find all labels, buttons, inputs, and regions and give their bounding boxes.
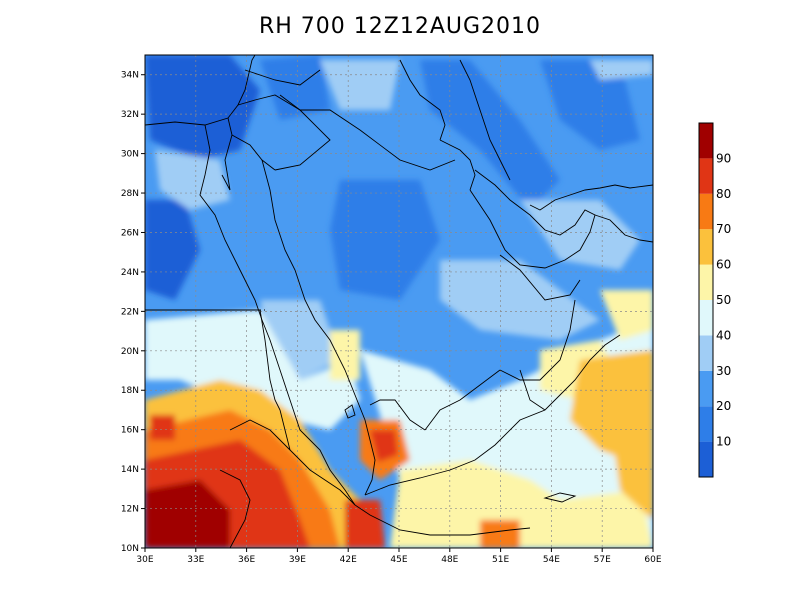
colorbar-swatch <box>699 335 713 371</box>
colorbar-swatch <box>699 406 713 442</box>
lat-tick-label: 14N <box>121 465 139 475</box>
lat-tick-label: 32N <box>121 110 139 120</box>
colorbar-label: 70 <box>716 222 731 236</box>
lat-tick-label: 22N <box>121 307 139 317</box>
lat-tick-label: 30N <box>121 150 139 160</box>
lat-tick-label: 28N <box>121 189 139 199</box>
colorbar-swatch <box>699 123 713 159</box>
lon-tick-label: 36E <box>238 555 255 565</box>
colorbar-swatch <box>699 193 713 230</box>
longitude-axis: 30E 33E 36E 39E 42E 45E 48E 51E 54E 57E 60E <box>136 548 662 565</box>
lat-tick-label: 26N <box>121 228 139 238</box>
colorbar-swatch <box>699 264 713 300</box>
lon-tick-label: 48E <box>441 555 458 565</box>
lat-tick-label: 24N <box>121 268 139 278</box>
colorbar: 10 20 30 40 50 60 70 80 90 <box>698 122 731 478</box>
lon-tick-label: 42E <box>340 555 357 565</box>
lat-tick-label: 16N <box>121 426 139 436</box>
map-title: RH 700 12Z12AUG2010 <box>258 14 542 39</box>
colorbar-label: 60 <box>716 258 731 272</box>
lat-tick-label: 10N <box>121 544 139 554</box>
lon-tick-label: 30E <box>136 555 153 565</box>
lon-tick-label: 54E <box>543 555 560 565</box>
lat-tick-label: 20N <box>121 347 139 357</box>
lon-tick-label: 51E <box>492 555 509 565</box>
colorbar-swatch <box>699 229 713 265</box>
lon-tick-label: 45E <box>390 555 407 565</box>
colorbar-label: 90 <box>716 151 731 165</box>
colorbar-swatch <box>699 441 713 477</box>
lon-tick-label: 57E <box>594 555 611 565</box>
colorbar-swatch <box>699 300 713 336</box>
lat-tick-label: 12N <box>121 505 139 515</box>
lat-tick-label: 18N <box>121 386 139 396</box>
lon-tick-label: 33E <box>187 555 204 565</box>
colorbar-frame <box>698 122 714 478</box>
colorbar-label: 30 <box>716 364 731 378</box>
colorbar-label: 10 <box>716 435 731 449</box>
lon-tick-label: 39E <box>289 555 306 565</box>
colorbar-label: 50 <box>716 293 731 307</box>
latitude-axis: 34N 32N 30N 28N 26N 24N 22N 20N 18N 16N 14N 12N 10N <box>121 71 145 554</box>
colorbar-swatch <box>699 158 713 194</box>
lon-tick-label: 60E <box>644 555 661 565</box>
colorbar-label: 40 <box>716 328 731 342</box>
grid-lines <box>145 55 653 548</box>
colorbar-swatch <box>699 370 713 407</box>
colorbar-label: 20 <box>716 399 731 413</box>
lat-tick-label: 34N <box>121 71 139 81</box>
colorbar-label: 80 <box>716 187 731 201</box>
